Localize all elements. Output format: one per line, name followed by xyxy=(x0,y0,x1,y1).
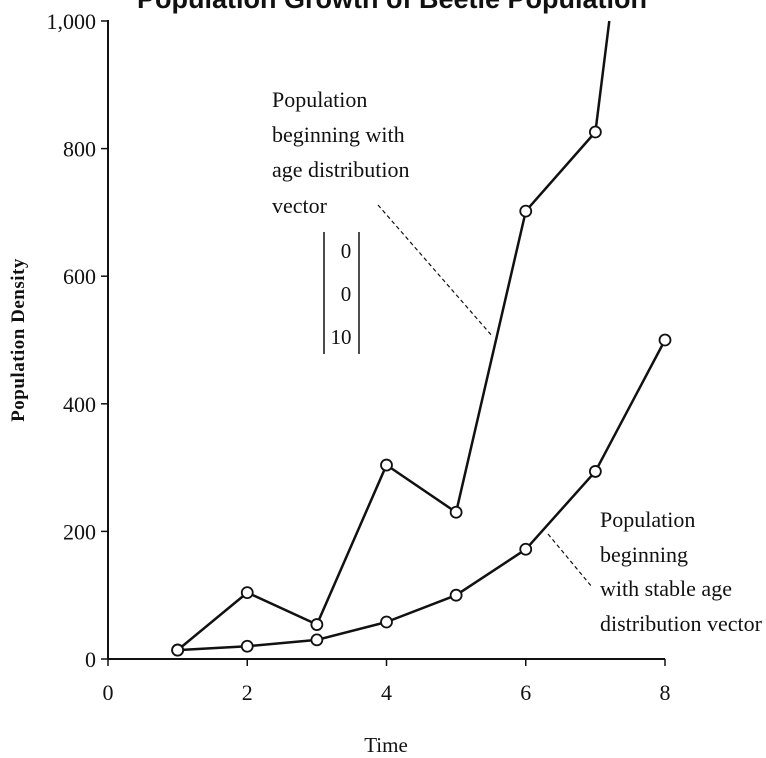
x-tick-label: 2 xyxy=(242,680,253,705)
y-tick-group: 0 200 400 600 800 1,000 xyxy=(47,9,108,672)
annotation-1-line-2: beginning with xyxy=(272,122,405,147)
series-2-point xyxy=(171,643,185,657)
series-2-point xyxy=(240,639,254,653)
annotation-age-vector: Population beginning with age distributi… xyxy=(272,87,494,354)
series-2-point xyxy=(588,465,602,478)
series-1-point xyxy=(588,125,602,139)
annotation-2-line-2: beginning xyxy=(600,542,688,567)
annotation-2-line-3: with stable age xyxy=(600,576,732,601)
annotation-2-pointer xyxy=(547,533,593,588)
series-2-point xyxy=(519,542,533,556)
series-1-point xyxy=(519,204,533,218)
annotation-1-line-3: age distribution xyxy=(272,157,409,182)
annotation-1-line-4: vector xyxy=(272,193,328,218)
annotation-1-line-1: Population xyxy=(272,87,367,112)
y-tick-label: 400 xyxy=(63,392,96,417)
y-tick-label: 0 xyxy=(85,647,96,672)
series-2-line xyxy=(177,339,667,652)
vector-entry-1: 0 xyxy=(341,239,352,263)
y-tick-label: 200 xyxy=(63,519,96,544)
series-2-point xyxy=(658,333,672,347)
chart-title: Population Growth of Beetle Population xyxy=(137,0,647,14)
series-2-point xyxy=(449,588,463,602)
series-1-point xyxy=(380,458,393,472)
annotation-2-line-4: distribution vector xyxy=(600,611,763,636)
annotation-stable-vector: Population beginning with stable age dis… xyxy=(547,507,763,636)
y-tick-label: 1,000 xyxy=(47,9,97,34)
series-1-point xyxy=(310,618,324,631)
y-tick-label: 600 xyxy=(63,264,96,289)
x-tick-label: 8 xyxy=(660,680,671,705)
vector-entry-2: 0 xyxy=(341,282,352,306)
x-axis-title: Time xyxy=(364,733,408,757)
series-1-point xyxy=(240,586,254,600)
x-tick-label: 0 xyxy=(103,680,114,705)
y-tick-label: 800 xyxy=(63,137,96,162)
x-tick-label: 6 xyxy=(520,680,531,705)
annotation-1-pointer xyxy=(377,204,494,338)
x-tick-group: 0 2 4 6 8 xyxy=(103,659,671,705)
series-group xyxy=(171,20,672,657)
series-1-point xyxy=(449,505,463,519)
vector-entry-3: 10 xyxy=(331,325,352,349)
series-2-point xyxy=(380,615,393,629)
series-2-point xyxy=(310,633,324,647)
annotation-2-line-1: Population xyxy=(600,507,695,532)
y-axis-title: Population Density xyxy=(8,258,29,422)
x-tick-label: 4 xyxy=(381,680,392,705)
series-1-line xyxy=(176,20,611,652)
